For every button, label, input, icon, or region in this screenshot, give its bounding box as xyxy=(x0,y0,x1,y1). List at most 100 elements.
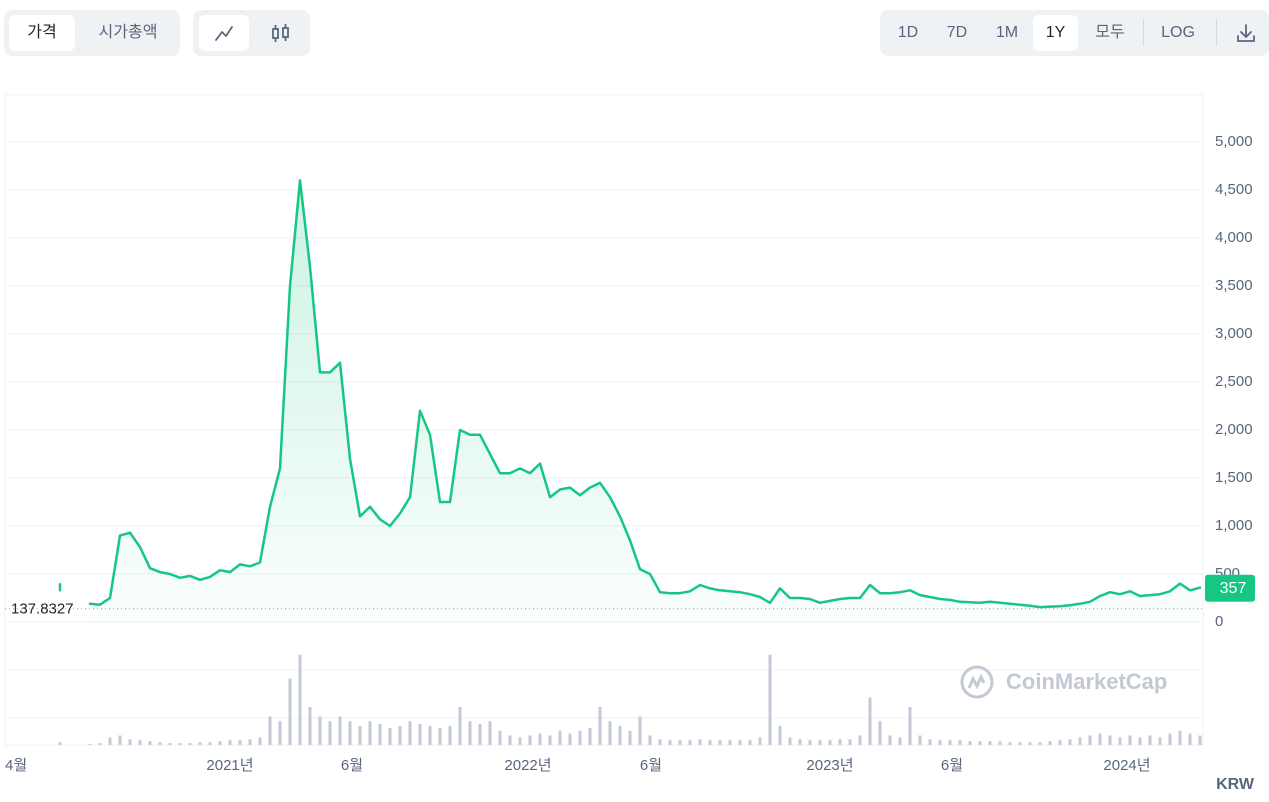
volume-bar xyxy=(1188,733,1192,745)
volume-bar xyxy=(378,724,382,745)
volume-bar xyxy=(488,721,492,745)
volume-bar xyxy=(728,740,732,745)
volume-bar xyxy=(368,721,372,745)
volume-bar xyxy=(978,741,982,745)
volume-bar xyxy=(1038,742,1042,745)
volume-bar xyxy=(118,735,122,745)
candle-icon xyxy=(272,24,289,42)
volume-bar xyxy=(1108,735,1112,745)
volume-bar xyxy=(478,724,482,745)
x-tick-label: 2022년 xyxy=(504,757,551,774)
volume-bar xyxy=(198,742,202,745)
volume-bar xyxy=(238,740,242,745)
volume-bar xyxy=(338,716,342,745)
volume-bar xyxy=(568,733,572,745)
y-tick-label: 3,000 xyxy=(1215,325,1253,342)
volume-bar xyxy=(648,735,652,745)
current-price-tag xyxy=(1205,574,1255,602)
volume-bar xyxy=(168,743,172,745)
plot-frame xyxy=(4,94,1204,746)
divider xyxy=(1216,20,1217,46)
volume-bar xyxy=(178,743,182,745)
volume-bar xyxy=(938,740,942,745)
volume-bar xyxy=(598,707,602,745)
x-tick-label: 6월 xyxy=(640,757,662,774)
volume-bar xyxy=(628,730,632,745)
download-button[interactable] xyxy=(1225,15,1265,51)
range-all[interactable]: 모두 xyxy=(1095,24,1125,41)
volume-bar xyxy=(288,678,292,745)
volume-bar xyxy=(1048,741,1052,745)
volume-bar xyxy=(848,739,852,745)
volume-bar xyxy=(878,721,882,745)
volume-bar xyxy=(308,707,312,745)
volume-bar xyxy=(688,740,692,745)
price-area xyxy=(90,180,1200,622)
price-line xyxy=(58,179,1202,609)
range-1m[interactable]: 1M xyxy=(995,24,1019,41)
y-tick-label: 2,000 xyxy=(1215,421,1253,438)
y-tick-label: 5,000 xyxy=(1215,133,1253,150)
volume-bar xyxy=(958,740,962,745)
volume-bar xyxy=(508,735,512,745)
volume-bar xyxy=(1028,742,1032,745)
volume-bar xyxy=(438,727,442,745)
volume-bar xyxy=(218,741,222,745)
volume-bar xyxy=(148,741,152,745)
log-toggle[interactable]: LOG xyxy=(1161,24,1195,41)
y-tick-label: 1,000 xyxy=(1215,517,1253,534)
reference-label: 137.8327 xyxy=(11,601,74,618)
volume-bar xyxy=(248,739,252,745)
volume-bar xyxy=(928,739,932,745)
volume-bar xyxy=(1058,740,1062,745)
volume-bar xyxy=(658,739,662,745)
volume-bar xyxy=(58,742,62,745)
volume-bar xyxy=(758,737,762,745)
candle-chart-button[interactable] xyxy=(255,15,305,51)
volume-bar xyxy=(908,707,912,745)
y-tick-label: 4,500 xyxy=(1215,181,1253,198)
x-tick-label: 2023년 xyxy=(806,757,853,774)
volume-bar xyxy=(228,740,232,745)
range-1y[interactable]: 1Y xyxy=(1033,15,1078,51)
line-chart-button[interactable] xyxy=(199,15,249,51)
volume-bar xyxy=(608,721,612,745)
volume-bar xyxy=(358,726,362,745)
y-tick-label: 0 xyxy=(1215,613,1223,630)
volume-bar xyxy=(898,737,902,745)
volume-bar xyxy=(718,740,722,745)
volume-bar xyxy=(838,739,842,745)
tab-market-cap[interactable]: 시가총액 xyxy=(98,24,158,41)
tab-price[interactable]: 가격 xyxy=(9,15,75,51)
volume-bar xyxy=(208,742,212,745)
volume-bar xyxy=(698,739,702,745)
volume-bar xyxy=(1068,739,1072,745)
volume-bar xyxy=(778,726,782,745)
chart-type-tabs xyxy=(193,10,310,56)
currency-label: KRW xyxy=(1216,776,1255,793)
volume-bar xyxy=(988,741,992,745)
range-7d[interactable]: 7D xyxy=(946,24,968,41)
x-tick-label: 6월 xyxy=(341,757,363,774)
volume-bar xyxy=(1128,735,1132,745)
line-icon xyxy=(215,26,233,41)
volume-bar xyxy=(1098,733,1102,745)
volume-bar xyxy=(968,741,972,745)
y-tick-label: 1,500 xyxy=(1215,469,1253,486)
volume-bar xyxy=(828,740,832,745)
volume-bar xyxy=(998,741,1002,745)
volume-bar xyxy=(518,737,522,745)
volume-bar xyxy=(448,726,452,745)
volume-bar xyxy=(258,737,262,745)
volume-bar xyxy=(138,740,142,745)
volume-bar xyxy=(818,740,822,745)
metric-tabs: 가격 시가총액 xyxy=(4,10,180,56)
volume-bar xyxy=(578,730,582,745)
x-tick-label: 2024년 xyxy=(1103,757,1150,774)
volume-bar xyxy=(108,737,112,745)
volume-bar xyxy=(1148,735,1152,745)
volume-bar xyxy=(1198,735,1202,745)
range-1d[interactable]: 1D xyxy=(897,24,919,41)
volume-bar xyxy=(298,654,302,745)
volume-bar xyxy=(98,743,102,745)
